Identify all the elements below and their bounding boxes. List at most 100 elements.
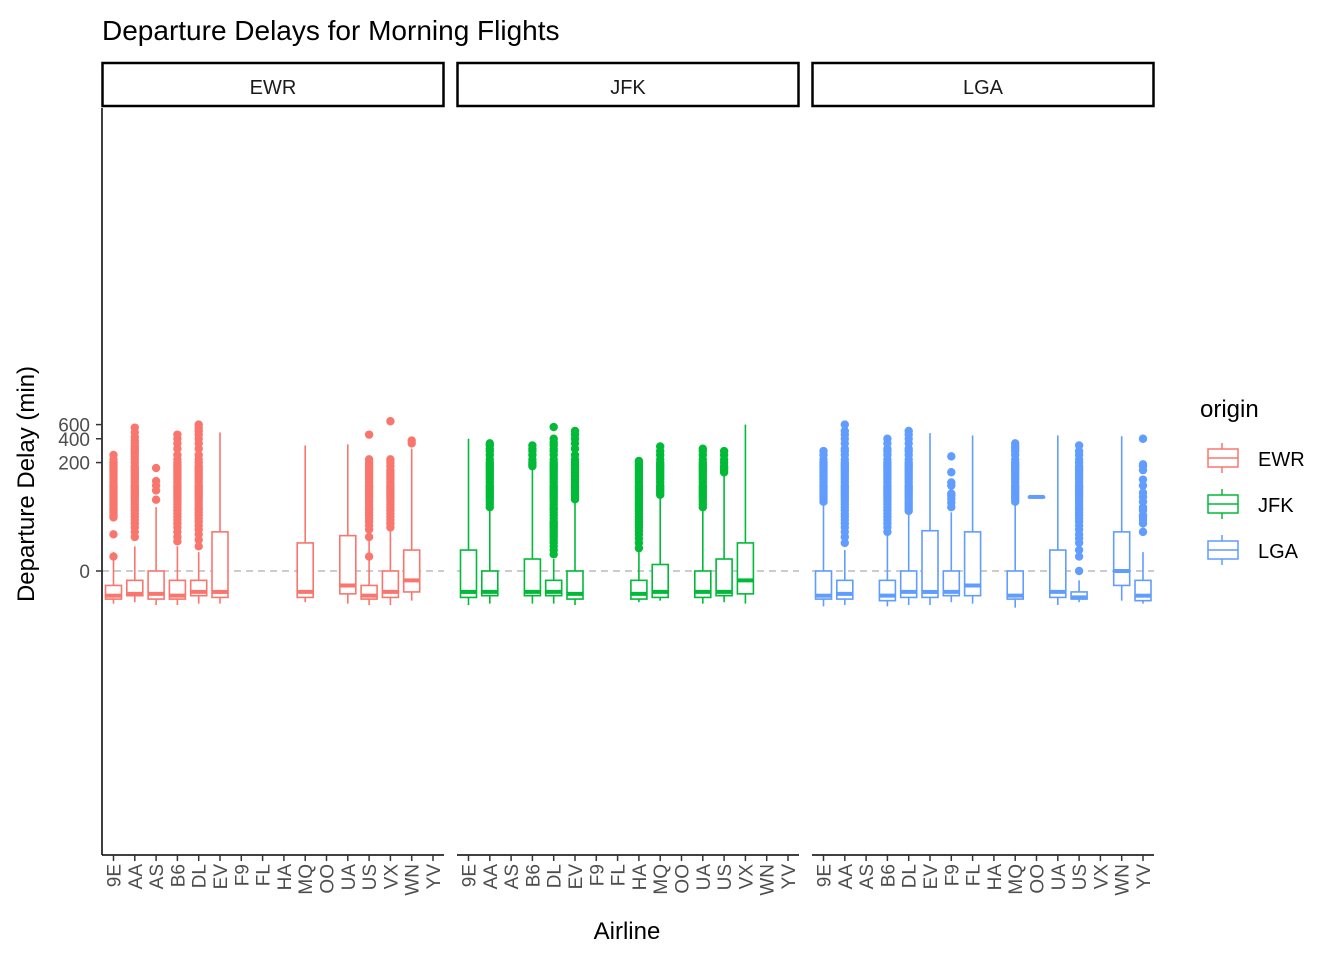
x-tick-label: B6: [168, 864, 189, 887]
x-tick-label: VX: [1091, 864, 1112, 890]
legend-item-lga: LGA: [1207, 535, 1299, 565]
legend-label: LGA: [1258, 541, 1299, 563]
x-tick-label: AS: [502, 864, 523, 889]
x-tick-label: AA: [481, 864, 502, 890]
x-tick-label: MQ: [651, 864, 672, 895]
box-ewr-as: [147, 463, 165, 606]
x-tick-label: FL: [964, 864, 985, 886]
x-tick-label: HA: [275, 864, 296, 891]
box-jfk-9e: [459, 438, 478, 606]
panel-ewr: EWR 9E AA AS B6 DL EV F9 FL HA MQ OO UA US VX WN YV: [101, 61, 445, 896]
box-lga-9e: [814, 446, 833, 607]
y-tick-label: 200: [58, 454, 90, 475]
outlier-point: [947, 489, 956, 498]
outlier-point: [1138, 475, 1148, 484]
x-tick-label: US: [715, 864, 736, 890]
box-lga-b6: [878, 434, 897, 607]
box-ewr-ua: [338, 444, 357, 604]
x-tick-label: EV: [921, 864, 942, 890]
outlier-point: [151, 463, 161, 473]
box-lga-yv: [1134, 434, 1152, 604]
outlier-point: [130, 423, 139, 432]
x-tick-label: VX: [736, 864, 757, 890]
box-lga-oo: [1027, 494, 1046, 499]
outlier-point: [1074, 552, 1084, 561]
box-lga-us: [1070, 441, 1088, 603]
outlier-point: [173, 450, 182, 460]
x-tick-label: UA: [1049, 864, 1070, 891]
legend: origin EWR JFK LGA: [1200, 396, 1305, 565]
x-tick-label: EV: [211, 864, 232, 890]
box-ewr-ev: [211, 432, 229, 604]
box-body: [459, 549, 478, 599]
box-jfk-b6: [523, 441, 542, 604]
box-body: [523, 558, 542, 597]
box-lga-dl: [899, 426, 918, 606]
x-tick-label: OO: [673, 864, 694, 894]
box-body: [630, 579, 648, 600]
x-tick-label: FL: [609, 864, 630, 886]
box-ewr-9e: [104, 450, 123, 604]
outlier-point: [1011, 439, 1020, 448]
outlier-point: [947, 468, 956, 477]
chart-title: Departure Delays for Morning Flights: [102, 15, 560, 46]
x-tick-label: F9: [587, 864, 608, 886]
box-ewr-wn: [402, 436, 421, 601]
x-tick-label: UA: [694, 864, 715, 891]
outlier-point: [1138, 527, 1148, 537]
box-body: [715, 558, 733, 597]
outlier-point: [840, 426, 849, 436]
box-body: [1112, 531, 1131, 587]
legend-label: EWR: [1258, 449, 1305, 471]
box-lga-aa: [835, 420, 854, 606]
facet-strip-label: JFK: [610, 77, 646, 99]
outlier-point: [1074, 441, 1084, 450]
box-lga-f9: [942, 452, 961, 603]
outlier-point: [407, 436, 416, 445]
box-jfk-dl: [544, 422, 563, 604]
box-ewr-b6: [168, 430, 187, 606]
facet-strip-label: EWR: [250, 77, 297, 99]
box-jfk-aa: [480, 439, 499, 604]
x-tick-label: YV: [1134, 864, 1155, 890]
x-tick-label: FL: [254, 864, 275, 886]
x-tick-label: EV: [566, 864, 587, 890]
outlier-point: [1138, 488, 1148, 497]
x-tick-label: B6: [878, 864, 899, 887]
box-jfk-ha: [630, 456, 648, 603]
y-tick-label: 400: [58, 430, 90, 451]
box-body: [338, 534, 357, 595]
box-lga-ev: [921, 433, 939, 606]
x-tick-label: OO: [1028, 864, 1049, 894]
box-body: [402, 549, 421, 593]
x-tick-label: MQ: [1006, 864, 1027, 895]
panel-jfk: JFK 9E AA AS B6 DL EV F9 FL HA MQ OO UA US VX WN YV: [456, 61, 800, 896]
outlier-point: [194, 450, 203, 460]
box-ewr-vx: [381, 417, 400, 606]
outlier-point: [883, 434, 892, 443]
x-tick-label: US: [1070, 864, 1091, 890]
outlier-point: [1138, 460, 1148, 469]
x-tick-label: AA: [836, 864, 857, 890]
x-tick-label: HA: [985, 864, 1006, 891]
x-tick-label: WN: [758, 864, 779, 896]
box-ewr-us: [360, 430, 378, 606]
x-tick-label: WN: [1113, 864, 1134, 896]
box-ewr-mq: [296, 445, 315, 603]
legend-item-jfk: JFK: [1207, 489, 1294, 519]
outlier-point: [719, 446, 729, 456]
box-jfk-us: [715, 446, 733, 603]
outlier-point: [549, 434, 558, 443]
box-jfk-vx: [736, 424, 755, 604]
x-tick-label: YV: [779, 864, 800, 890]
x-tick-label: 9E: [815, 864, 836, 887]
outlier-point: [947, 452, 956, 461]
x-tick-label: B6: [523, 864, 544, 887]
outlier-point: [634, 456, 644, 466]
outlier-point: [364, 430, 374, 439]
x-tick-label: DL: [545, 864, 566, 888]
box-body: [963, 531, 982, 597]
